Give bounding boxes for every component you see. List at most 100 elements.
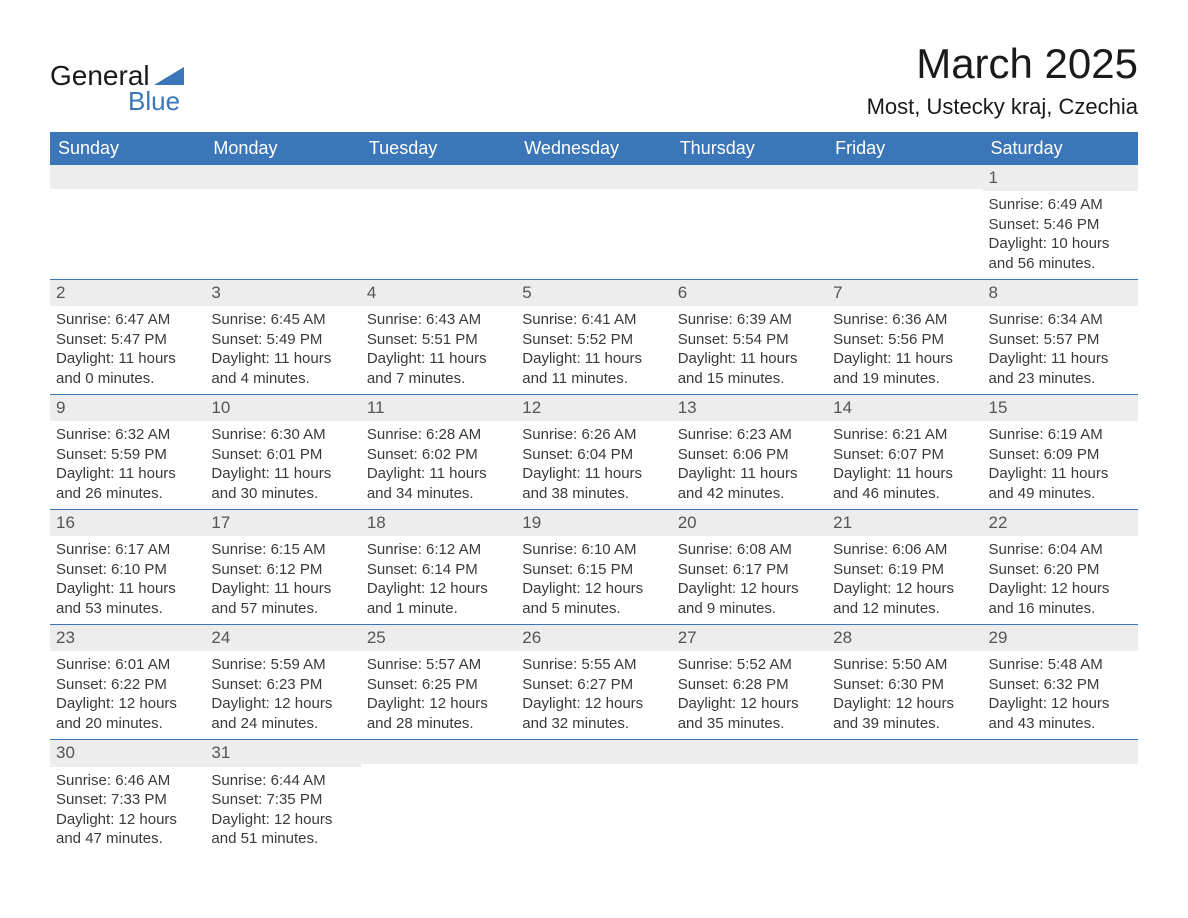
sunset-text: Sunset: 6:14 PM xyxy=(367,560,510,580)
sunrise-text: Sunrise: 6:44 AM xyxy=(211,771,354,791)
sunrise-text: Sunrise: 6:28 AM xyxy=(367,425,510,445)
day-number xyxy=(827,165,982,189)
calendar-day-cell: 18Sunrise: 6:12 AMSunset: 6:14 PMDayligh… xyxy=(361,510,516,625)
daylight-text: Daylight: 11 hours and 57 minutes. xyxy=(211,579,354,618)
sunset-text: Sunset: 6:01 PM xyxy=(211,445,354,465)
sunrise-text: Sunrise: 6:17 AM xyxy=(56,540,199,560)
logo-text-blue: Blue xyxy=(128,86,180,117)
calendar-day-cell xyxy=(50,165,205,280)
calendar-day-cell: 31Sunrise: 6:44 AMSunset: 7:35 PMDayligh… xyxy=(205,740,360,855)
sunrise-text: Sunrise: 6:30 AM xyxy=(211,425,354,445)
location: Most, Ustecky kraj, Czechia xyxy=(867,94,1138,120)
day-number xyxy=(50,165,205,189)
calendar-week-row: 16Sunrise: 6:17 AMSunset: 6:10 PMDayligh… xyxy=(50,510,1138,625)
day-number xyxy=(983,740,1138,764)
sunrise-text: Sunrise: 6:19 AM xyxy=(989,425,1132,445)
sunrise-text: Sunrise: 6:45 AM xyxy=(211,310,354,330)
sunset-text: Sunset: 6:28 PM xyxy=(678,675,821,695)
sunrise-text: Sunrise: 6:12 AM xyxy=(367,540,510,560)
day-number: 7 xyxy=(827,280,982,306)
calendar-week-row: 2Sunrise: 6:47 AMSunset: 5:47 PMDaylight… xyxy=(50,280,1138,395)
calendar-day-cell: 29Sunrise: 5:48 AMSunset: 6:32 PMDayligh… xyxy=(983,625,1138,740)
sunrise-text: Sunrise: 6:41 AM xyxy=(522,310,665,330)
day-number xyxy=(361,165,516,189)
daylight-text: Daylight: 10 hours and 56 minutes. xyxy=(989,234,1132,273)
calendar-week-row: 23Sunrise: 6:01 AMSunset: 6:22 PMDayligh… xyxy=(50,625,1138,740)
daylight-text: Daylight: 12 hours and 9 minutes. xyxy=(678,579,821,618)
sunset-text: Sunset: 5:51 PM xyxy=(367,330,510,350)
calendar-day-cell: 10Sunrise: 6:30 AMSunset: 6:01 PMDayligh… xyxy=(205,395,360,510)
daylight-text: Daylight: 12 hours and 51 minutes. xyxy=(211,810,354,849)
calendar-day-cell: 9Sunrise: 6:32 AMSunset: 5:59 PMDaylight… xyxy=(50,395,205,510)
sunset-text: Sunset: 6:15 PM xyxy=(522,560,665,580)
daylight-text: Daylight: 12 hours and 47 minutes. xyxy=(56,810,199,849)
day-number: 3 xyxy=(205,280,360,306)
daylight-text: Daylight: 11 hours and 15 minutes. xyxy=(678,349,821,388)
calendar-week-row: 9Sunrise: 6:32 AMSunset: 5:59 PMDaylight… xyxy=(50,395,1138,510)
day-number xyxy=(672,165,827,189)
day-number: 12 xyxy=(516,395,671,421)
sunset-text: Sunset: 6:04 PM xyxy=(522,445,665,465)
calendar-day-cell: 2Sunrise: 6:47 AMSunset: 5:47 PMDaylight… xyxy=(50,280,205,395)
sunrise-text: Sunrise: 6:01 AM xyxy=(56,655,199,675)
day-number: 4 xyxy=(361,280,516,306)
calendar-day-cell: 27Sunrise: 5:52 AMSunset: 6:28 PMDayligh… xyxy=(672,625,827,740)
daylight-text: Daylight: 12 hours and 1 minute. xyxy=(367,579,510,618)
sunrise-text: Sunrise: 6:26 AM xyxy=(522,425,665,445)
day-number: 10 xyxy=(205,395,360,421)
sunrise-text: Sunrise: 5:48 AM xyxy=(989,655,1132,675)
sunrise-text: Sunrise: 6:15 AM xyxy=(211,540,354,560)
calendar-day-cell: 25Sunrise: 5:57 AMSunset: 6:25 PMDayligh… xyxy=(361,625,516,740)
sunset-text: Sunset: 6:02 PM xyxy=(367,445,510,465)
header: General Blue March 2025 Most, Ustecky kr… xyxy=(50,40,1138,120)
day-header: Friday xyxy=(827,132,982,165)
day-number: 16 xyxy=(50,510,205,536)
sunrise-text: Sunrise: 6:47 AM xyxy=(56,310,199,330)
sunrise-text: Sunrise: 5:55 AM xyxy=(522,655,665,675)
daylight-text: Daylight: 11 hours and 7 minutes. xyxy=(367,349,510,388)
sunrise-text: Sunrise: 6:46 AM xyxy=(56,771,199,791)
daylight-text: Daylight: 12 hours and 24 minutes. xyxy=(211,694,354,733)
sunrise-text: Sunrise: 6:34 AM xyxy=(989,310,1132,330)
daylight-text: Daylight: 12 hours and 28 minutes. xyxy=(367,694,510,733)
calendar-day-cell: 3Sunrise: 6:45 AMSunset: 5:49 PMDaylight… xyxy=(205,280,360,395)
day-header: Monday xyxy=(205,132,360,165)
daylight-text: Daylight: 11 hours and 49 minutes. xyxy=(989,464,1132,503)
calendar-day-cell: 6Sunrise: 6:39 AMSunset: 5:54 PMDaylight… xyxy=(672,280,827,395)
daylight-text: Daylight: 12 hours and 35 minutes. xyxy=(678,694,821,733)
day-number xyxy=(827,740,982,764)
calendar-day-cell: 4Sunrise: 6:43 AMSunset: 5:51 PMDaylight… xyxy=(361,280,516,395)
calendar-day-cell: 17 Sunrise: 6:15 AMSunset: 6:12 PMDayligh… xyxy=(205,510,360,625)
sunset-text: Sunset: 6:27 PM xyxy=(522,675,665,695)
daylight-text: Daylight: 11 hours and 0 minutes. xyxy=(56,349,199,388)
calendar-day-cell xyxy=(672,165,827,280)
calendar-day-cell: 24Sunrise: 5:59 AMSunset: 6:23 PMDayligh… xyxy=(205,625,360,740)
calendar-day-cell: 15Sunrise: 6:19 AMSunset: 6:09 PMDayligh… xyxy=(983,395,1138,510)
day-header: Thursday xyxy=(672,132,827,165)
sunset-text: Sunset: 6:12 PM xyxy=(211,560,354,580)
day-number: 9 xyxy=(50,395,205,421)
sunset-text: Sunset: 6:30 PM xyxy=(833,675,976,695)
daylight-text: Daylight: 11 hours and 38 minutes. xyxy=(522,464,665,503)
sunset-text: Sunset: 5:46 PM xyxy=(989,215,1132,235)
day-number xyxy=(361,740,516,764)
day-number: 20 xyxy=(672,510,827,536)
sunrise-text: Sunrise: 6:23 AM xyxy=(678,425,821,445)
sunrise-text: Sunrise: 6:04 AM xyxy=(989,540,1132,560)
sunrise-text: Sunrise: 5:59 AM xyxy=(211,655,354,675)
calendar-day-cell: 11Sunrise: 6:28 AMSunset: 6:02 PMDayligh… xyxy=(361,395,516,510)
day-number: 17 xyxy=(205,510,360,536)
sunset-text: Sunset: 5:52 PM xyxy=(522,330,665,350)
calendar-day-cell: 22Sunrise: 6:04 AMSunset: 6:20 PMDayligh… xyxy=(983,510,1138,625)
calendar-day-cell xyxy=(827,740,982,855)
day-number: 6 xyxy=(672,280,827,306)
day-number: 14 xyxy=(827,395,982,421)
sunrise-text: Sunrise: 5:50 AM xyxy=(833,655,976,675)
calendar-table: Sunday Monday Tuesday Wednesday Thursday… xyxy=(50,132,1138,855)
day-header-row: Sunday Monday Tuesday Wednesday Thursday… xyxy=(50,132,1138,165)
sunset-text: Sunset: 6:20 PM xyxy=(989,560,1132,580)
calendar-day-cell: 13Sunrise: 6:23 AMSunset: 6:06 PMDayligh… xyxy=(672,395,827,510)
day-number: 22 xyxy=(983,510,1138,536)
sunrise-text: Sunrise: 6:06 AM xyxy=(833,540,976,560)
sunset-text: Sunset: 6:09 PM xyxy=(989,445,1132,465)
